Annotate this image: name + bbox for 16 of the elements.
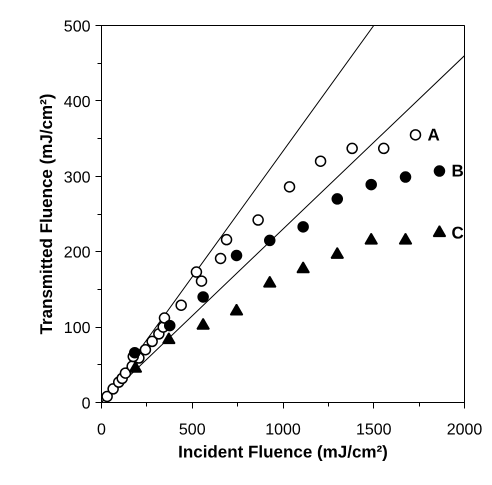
series-label: C xyxy=(451,223,464,242)
y-tick-label: 300 xyxy=(64,169,91,186)
y-tick-label: 500 xyxy=(64,18,91,36)
x-tick-label: 0 xyxy=(97,422,106,438)
y-tick-label: 0 xyxy=(82,396,91,412)
series-label: A xyxy=(427,125,440,144)
y-tick-label: 200 xyxy=(64,244,91,262)
x-tick-label: 1500 xyxy=(356,422,392,438)
y-tick-label: 100 xyxy=(64,320,91,338)
series-label: B xyxy=(451,162,464,181)
x-tick-label: 500 xyxy=(178,422,206,438)
y-tick-label: 400 xyxy=(64,94,91,111)
x-axis-title: Incident Fluence (mJ/cm²) xyxy=(178,442,388,462)
y-axis-title: Transmitted Fluence (mJ/cm²) xyxy=(36,94,56,334)
x-tick-label: 2000 xyxy=(446,422,482,438)
x-tick-label: 1000 xyxy=(265,422,301,438)
